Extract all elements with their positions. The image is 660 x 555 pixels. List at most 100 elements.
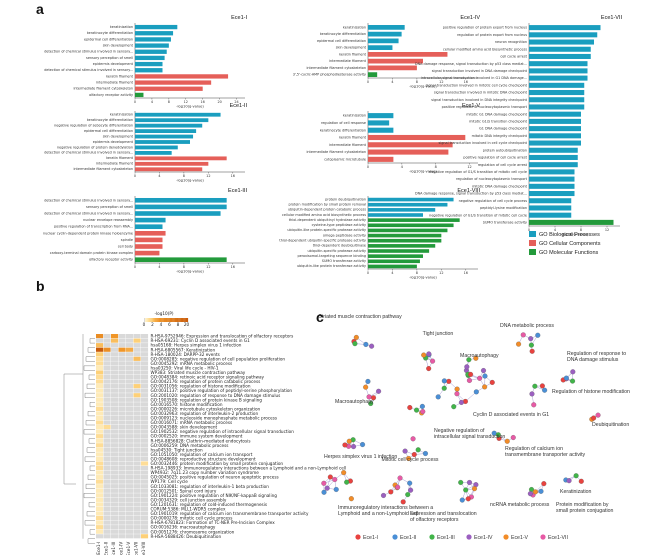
dendrogram-branch [84,392,95,398]
heatmap-row-label: GO:0012501: Spinal cord injury [151,488,217,493]
heatmap-cell [103,356,111,361]
heatmap-cell [133,374,141,380]
category-label: epidermal cell differentiation [84,37,133,41]
bar [135,123,203,128]
network-label: intracellular signal transduction [434,434,505,440]
x-tick-label: 16 [464,80,468,84]
bar [529,61,588,67]
heatmap-cell [103,447,111,452]
bar [368,228,448,233]
network-node [360,442,366,448]
network-node [346,438,352,444]
category-label: keratinization [343,114,366,118]
heatmap-cell [111,534,119,539]
heatmap-cell [133,356,141,361]
heatmap-cell [141,497,149,502]
category-label: SUMO transferase activity [483,220,527,224]
network-label: Negative regulation of [434,428,485,434]
network-node [541,481,547,487]
heatmap-cell [118,506,126,512]
heatmap-row-label: GO:0002520: immune system development [151,434,243,439]
heatmap-row-label: GO:1201631: regulation of cold-induced t… [151,502,268,507]
network-node [570,378,576,384]
bar [368,233,442,238]
heatmap-cell [126,506,134,512]
colorscale-step [181,318,183,322]
category-label: ubiquitin-specific protease activity [308,249,367,253]
network-node [341,470,347,476]
bar-chart-ece1-v: Ece1-V keratinization regulation of cell r… [306,103,480,174]
network-node [591,415,597,421]
heatmap-cell [111,443,119,448]
network-node [353,334,359,340]
network-node [430,358,436,364]
legend-label: GO Biological Processes [539,232,600,238]
bar [135,129,197,133]
heatmap-cell [118,406,126,411]
bar-chart-ece1-vii: Ece1-VII positive regulation of protein e… [415,15,622,237]
colorscale-step [153,318,156,322]
network-label: Macroautophagy [460,353,499,359]
network-label: Regulation of response to [567,351,626,357]
colorscale-step [150,318,152,322]
colorscale-step [174,318,176,322]
network-label: Striated muscle contraction pathway [318,314,402,320]
heatmap-column-label: Ece1-V [126,542,131,555]
heatmap-cell [96,429,104,434]
network-node [352,341,358,347]
x-tick-label: 12 [605,228,609,232]
category-label: negative regulation of protein deneddyla… [57,145,133,149]
heatmap-cell [111,361,119,366]
bar [529,90,585,96]
bar [368,197,454,202]
heatmap-cell [111,452,119,457]
heatmap-row-label: GO:1051050: regulation of calcium ion tr… [151,452,253,457]
heatmap-cell [96,374,104,380]
heatmap-cell [111,434,119,439]
dendrogram-branch [88,502,95,508]
heatmap-cell [111,429,119,434]
dendrogram-branch [86,511,95,517]
bar [135,80,212,85]
heatmap-cell [133,488,141,493]
colorscale-step [149,318,151,322]
heatmap-cell [111,447,119,452]
category-label: ubiquitin-like protein transferase activ… [297,264,366,268]
heatmap-cell [133,511,141,516]
heatmap-cell [141,361,149,366]
heatmap-cell [118,388,126,393]
heatmap-cell [118,452,126,457]
category-label: thiol-dependent deubiquitinase [313,244,366,248]
heatmap-cell [141,493,149,498]
heatmap-cell [133,475,141,480]
bar [368,38,399,44]
bar [135,197,227,203]
category-label: peptidyl-lysine modification [480,206,527,210]
heatmap-cell [133,534,141,539]
category-label: cytoplasmic microtubule [324,157,366,161]
x-tick-label: 12 [467,165,471,169]
heatmap-cell [133,415,141,421]
network-node [482,384,488,390]
heatmap-cell [103,443,111,448]
heatmap-cell [103,438,111,443]
category-label: keratinocyte differentiation [320,32,366,36]
heatmap-cell [133,516,141,521]
bar-chart-ece1-viii: Ece1-VIII protein deubiquitinationprotein… [279,188,480,280]
category-label: DNA damage response, signal transduction… [415,192,527,196]
heatmap-cell [96,493,104,498]
network-node [471,486,478,492]
dendrogram-branch [85,356,95,362]
heatmap-cell [96,379,104,384]
heatmap-cell [141,516,149,521]
heatmap-row-label: GO:0016570: histone modification [151,402,223,407]
network-label: Immunoregulatory interactions between a [338,505,433,511]
network-node [324,485,330,491]
network-node [489,379,495,385]
bar [135,156,227,161]
heatmap-cell [111,511,119,516]
heatmap-cell [141,456,149,461]
x-axis-title: -log10(q-value) [176,270,204,274]
heatmap-cell [96,343,104,348]
heatmap-cell [118,379,126,384]
